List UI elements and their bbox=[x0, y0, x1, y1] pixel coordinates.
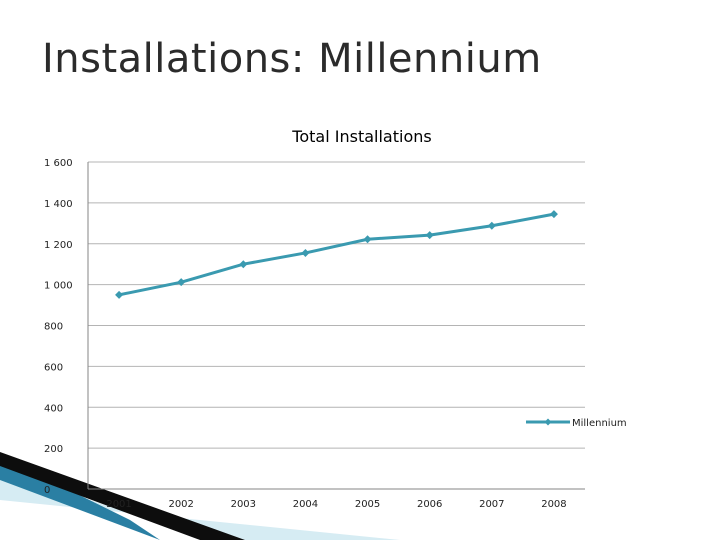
x-tick-label: 2004 bbox=[293, 499, 318, 510]
y-tick-label: 800 bbox=[44, 322, 63, 333]
data-point bbox=[177, 278, 186, 287]
y-tick-label: 400 bbox=[44, 403, 63, 414]
y-tick-label: 1 600 bbox=[44, 158, 73, 169]
data-point bbox=[115, 290, 124, 299]
y-axis-ticks: 0 200 400 600 800 1 000 1 200 1 400 1 600 bbox=[44, 158, 73, 496]
series-line bbox=[118, 212, 555, 297]
x-tick-label: 2003 bbox=[231, 499, 256, 510]
x-tick-label: 2002 bbox=[168, 499, 193, 510]
slide-title: Installations: Millennium bbox=[42, 36, 542, 82]
x-axis-ticks: 2001 2002 2003 2004 2005 2006 2007 2008 bbox=[106, 499, 566, 510]
data-point bbox=[363, 235, 372, 244]
gridlines bbox=[88, 161, 585, 449]
x-tick-label: 2007 bbox=[479, 499, 504, 510]
y-tick-label: 1 200 bbox=[44, 240, 73, 251]
data-point bbox=[301, 248, 310, 257]
data-point bbox=[487, 221, 496, 230]
x-tick-label: 2006 bbox=[417, 499, 442, 510]
x-tick-label: 2001 bbox=[106, 499, 131, 510]
data-point bbox=[549, 210, 558, 219]
axes bbox=[87, 162, 585, 490]
data-point bbox=[239, 260, 248, 269]
legend-label: Millennium bbox=[572, 418, 627, 429]
y-tick-label: 200 bbox=[44, 444, 63, 455]
y-tick-label: 600 bbox=[44, 362, 63, 373]
x-tick-label: 2008 bbox=[541, 499, 566, 510]
series-group bbox=[115, 210, 558, 299]
x-tick-label: 2005 bbox=[355, 499, 380, 510]
y-tick-label: 1 400 bbox=[44, 199, 73, 210]
decor-dark-band bbox=[0, 452, 245, 540]
data-point bbox=[425, 231, 434, 240]
y-tick-label: 0 bbox=[44, 485, 50, 496]
legend-marker bbox=[544, 418, 552, 426]
legend: Millennium bbox=[526, 418, 627, 429]
chart-title: Total Installations bbox=[291, 127, 431, 146]
y-tick-label: 1 000 bbox=[44, 281, 73, 292]
